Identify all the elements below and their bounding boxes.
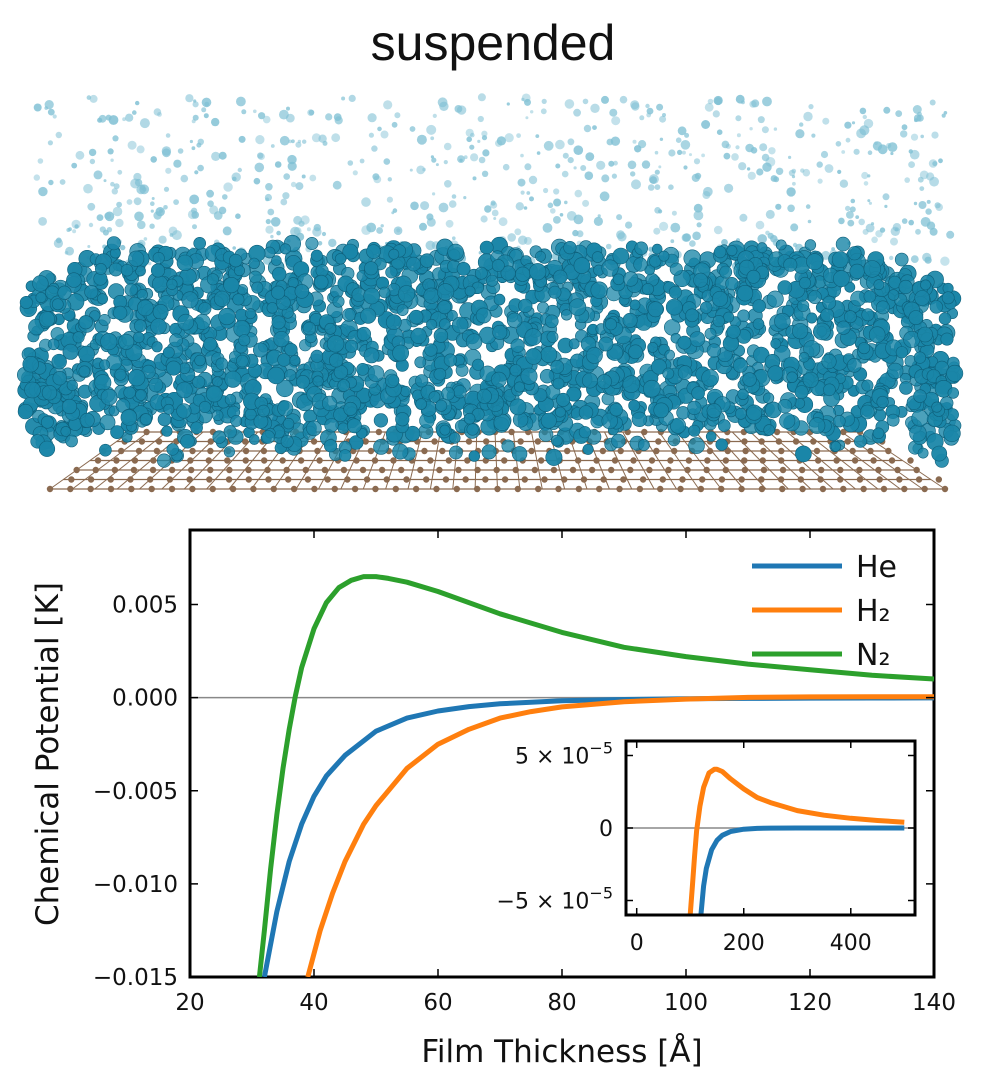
inset-plot: 0 200 400 5 × 10−5 0 −5 × 10−5 [497, 739, 917, 956]
main-x-ticks: 20 40 60 80 100 120 140 [175, 530, 956, 1016]
y-tick-label: 0.005 [112, 593, 178, 619]
series-line-n2 [256, 574, 934, 977]
figure-title: suspended [370, 15, 616, 71]
inset-x-ticks: 0 200 400 [630, 741, 872, 956]
y-axis-label: Chemical Potential [K] [30, 582, 66, 926]
legend: He H₂ N₂ [752, 550, 897, 673]
y-tick-label: −0.015 [93, 965, 178, 991]
y-tick-label: −0.010 [93, 872, 178, 898]
molecular-scene [16, 93, 964, 493]
x-axis-label: Film Thickness [Å] [421, 1034, 702, 1070]
main-plot: 20 40 60 80 100 120 140 0.005 0.000 −0.005 −0.010… [30, 528, 956, 1070]
y-tick-label: 0.000 [112, 686, 178, 712]
main-series-lines [256, 574, 934, 977]
legend-label-h2: H₂ [856, 594, 891, 629]
x-tick-label: 60 [423, 990, 452, 1016]
adsorbed-film [16, 234, 964, 468]
legend-label-n2: N₂ [856, 638, 890, 673]
x-tick-label: 40 [299, 990, 328, 1016]
inset-x-tick-label: 200 [723, 931, 765, 956]
inset-series-line-he [698, 825, 905, 915]
inset-y-tick-label: 0 [599, 817, 613, 842]
main-y-ticks: 0.005 0.000 −0.005 −0.010 −0.015 [93, 593, 934, 991]
inset-y-tick-label: 5 × 10−5 [515, 739, 613, 770]
inset-x-tick-label: 400 [830, 931, 872, 956]
x-tick-label: 120 [788, 990, 832, 1016]
inset-y-tick-label: −5 × 10−5 [497, 884, 613, 915]
inset-series-line-h2 [687, 766, 905, 915]
y-tick-label: −0.005 [93, 779, 178, 805]
inset-series-lines [687, 766, 905, 915]
inset-x-tick-label: 0 [630, 931, 644, 956]
x-tick-label: 100 [664, 990, 708, 1016]
series-line-h2 [305, 694, 934, 977]
x-tick-label: 140 [912, 990, 956, 1016]
x-tick-label: 20 [175, 990, 204, 1016]
legend-label-he: He [856, 550, 897, 585]
x-tick-label: 80 [547, 990, 576, 1016]
